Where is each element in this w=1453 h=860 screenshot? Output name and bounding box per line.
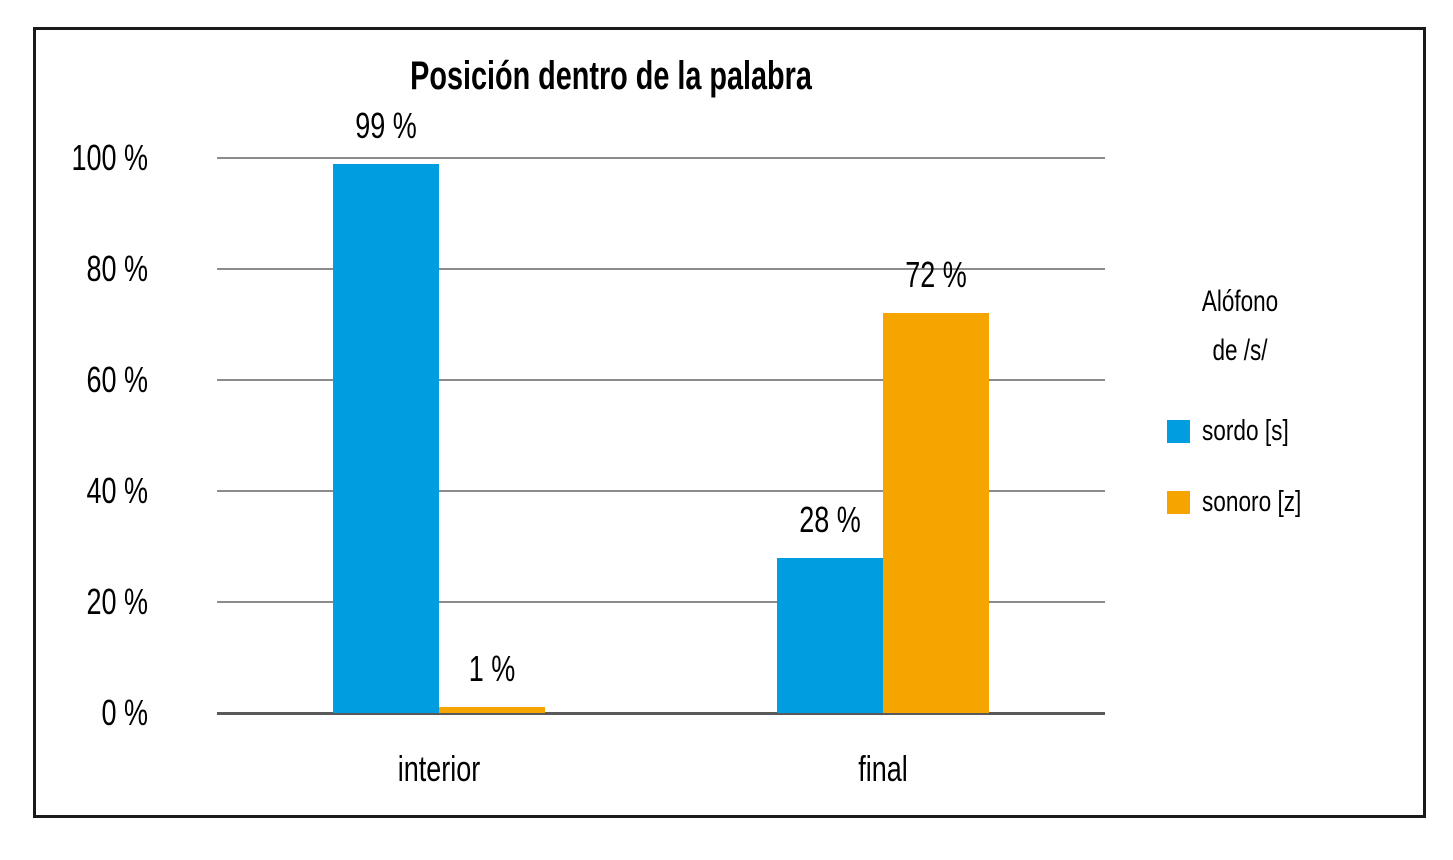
legend-title-line-1: Alófono (1201, 285, 1279, 318)
legend-item-sordo: sordo [s] (1167, 413, 1313, 449)
gridline-80 (217, 268, 1105, 270)
y-axis-label-0: 0 % (101, 692, 148, 733)
data-label-final-sonoro: 72 % (905, 254, 967, 296)
bar-interior-sonoro (439, 707, 545, 713)
y-axis-label-40: 40 % (86, 470, 148, 511)
gridline-40 (217, 490, 1105, 492)
data-label-final-sordo: 28 % (799, 498, 861, 540)
chart-title: Posición dentro de la palabra (410, 54, 812, 98)
legend-swatch-sordo-icon (1167, 419, 1190, 443)
gridline-60 (217, 379, 1105, 381)
legend-item-sonoro: sonoro [z] (1167, 484, 1329, 520)
bar-final-sordo (777, 557, 883, 713)
legend-label-sonoro: sonoro [z] (1202, 486, 1302, 518)
legend-label-sordo: sordo [s] (1202, 415, 1289, 447)
data-label-interior-sordo: 99 % (355, 104, 417, 146)
legend-title-line-2: de /s/ (1212, 334, 1268, 367)
x-axis-label-final: final (858, 748, 908, 789)
gridline-20 (217, 601, 1105, 603)
y-axis-label-80: 80 % (86, 248, 148, 289)
bar-final-sonoro (883, 313, 989, 713)
y-axis-label-20: 20 % (86, 581, 148, 622)
bar-interior-sordo (333, 163, 439, 713)
data-label-interior-sonoro: 1 % (468, 648, 516, 690)
y-axis-label-60: 60 % (86, 359, 148, 400)
y-axis-label-100: 100 % (71, 137, 148, 178)
legend-swatch-sonoro-icon (1167, 490, 1190, 514)
x-axis-line (217, 712, 1105, 715)
gridline-100 (217, 157, 1105, 159)
legend: Alófono de /s/ sordo [s] sonoro [z] (1167, 0, 1313, 860)
chart-frame (33, 27, 1426, 818)
x-axis-label-interior: interior (397, 748, 481, 789)
